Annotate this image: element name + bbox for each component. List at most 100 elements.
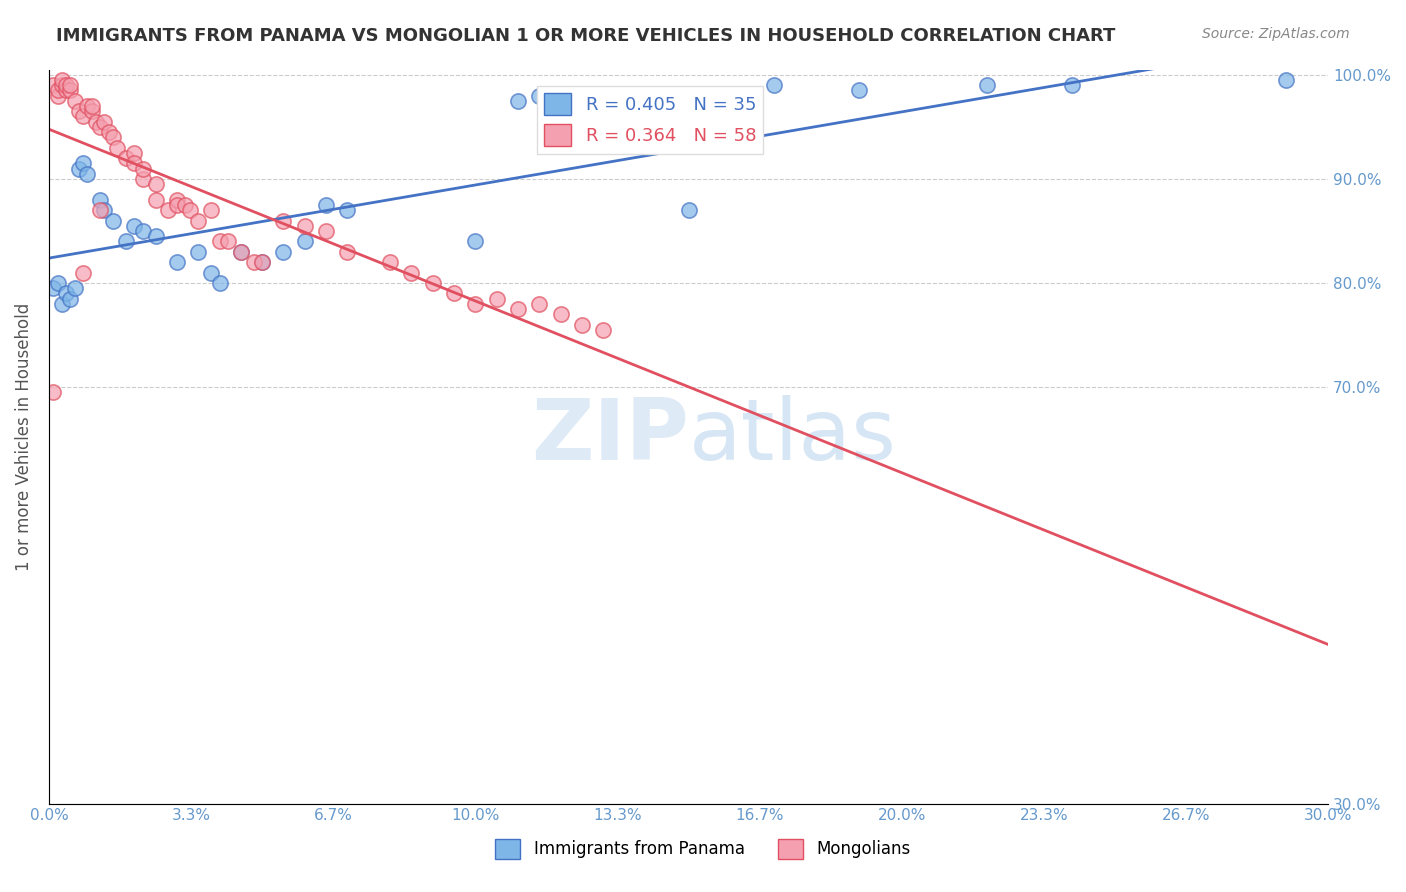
Point: [422, 276, 444, 290]
Point: [46, 276, 69, 290]
Point: [485, 292, 508, 306]
Point: [67, 161, 90, 176]
Point: [59, 292, 82, 306]
Text: atlas: atlas: [689, 395, 897, 478]
Point: [132, 224, 155, 238]
Point: [678, 203, 700, 218]
Point: [250, 255, 273, 269]
Point: [132, 172, 155, 186]
Point: [101, 213, 124, 227]
Point: [464, 297, 486, 311]
Y-axis label: 1 or more Vehicles in Household: 1 or more Vehicles in Household: [15, 302, 32, 571]
Point: [67, 104, 90, 119]
Point: [976, 78, 998, 93]
Point: [217, 235, 239, 249]
Point: [84, 114, 107, 128]
Point: [294, 219, 316, 233]
Point: [848, 83, 870, 97]
Point: [89, 203, 111, 218]
Point: [378, 255, 401, 269]
Point: [273, 213, 295, 227]
Point: [187, 213, 209, 227]
Point: [529, 88, 551, 103]
Point: [55, 78, 77, 93]
Point: [315, 224, 337, 238]
Point: [93, 114, 115, 128]
Point: [51, 297, 73, 311]
Point: [42, 385, 65, 400]
Point: [336, 244, 359, 259]
Point: [179, 203, 201, 218]
Point: [132, 161, 155, 176]
Point: [229, 244, 252, 259]
Point: [114, 151, 136, 165]
Point: [59, 83, 82, 97]
Point: [401, 266, 423, 280]
Point: [174, 198, 197, 212]
Point: [63, 94, 86, 108]
Point: [51, 73, 73, 87]
Point: [166, 255, 188, 269]
Point: [157, 203, 180, 218]
Point: [114, 235, 136, 249]
Point: [89, 120, 111, 134]
Point: [145, 229, 167, 244]
Point: [97, 125, 120, 139]
Point: [76, 99, 98, 113]
Point: [145, 193, 167, 207]
Point: [122, 156, 145, 170]
Text: IMMIGRANTS FROM PANAMA VS MONGOLIAN 1 OR MORE VEHICLES IN HOUSEHOLD CORRELATION : IMMIGRANTS FROM PANAMA VS MONGOLIAN 1 OR…: [56, 27, 1115, 45]
Point: [93, 203, 115, 218]
Point: [76, 167, 98, 181]
Point: [145, 177, 167, 191]
Text: ZIP: ZIP: [531, 395, 689, 478]
Point: [200, 203, 222, 218]
Point: [762, 78, 785, 93]
Point: [592, 323, 614, 337]
Text: Source: ZipAtlas.com: Source: ZipAtlas.com: [1202, 27, 1350, 41]
Point: [250, 255, 273, 269]
Point: [208, 235, 231, 249]
Point: [464, 235, 486, 249]
Point: [89, 193, 111, 207]
Point: [529, 297, 551, 311]
Point: [187, 244, 209, 259]
Point: [46, 83, 69, 97]
Point: [506, 302, 529, 317]
Point: [166, 198, 188, 212]
Point: [42, 78, 65, 93]
Point: [1274, 73, 1296, 87]
Point: [101, 130, 124, 145]
Point: [1062, 78, 1084, 93]
Point: [72, 266, 94, 280]
Point: [443, 286, 465, 301]
Point: [80, 104, 103, 119]
Point: [51, 78, 73, 93]
Point: [63, 281, 86, 295]
Point: [208, 276, 231, 290]
Point: [80, 99, 103, 113]
Point: [55, 83, 77, 97]
Point: [315, 198, 337, 212]
Point: [571, 318, 593, 332]
Point: [72, 110, 94, 124]
Point: [506, 94, 529, 108]
Point: [72, 156, 94, 170]
Point: [59, 78, 82, 93]
Point: [294, 235, 316, 249]
Point: [42, 281, 65, 295]
Point: [242, 255, 264, 269]
Point: [55, 286, 77, 301]
Point: [122, 145, 145, 160]
Point: [122, 219, 145, 233]
Point: [229, 244, 252, 259]
Point: [46, 88, 69, 103]
Point: [105, 141, 128, 155]
Point: [273, 244, 295, 259]
Point: [166, 193, 188, 207]
Legend: R = 0.405   N = 35, R = 0.364   N = 58: R = 0.405 N = 35, R = 0.364 N = 58: [537, 86, 763, 153]
Legend: Immigrants from Panama, Mongolians: Immigrants from Panama, Mongolians: [489, 832, 917, 866]
Point: [550, 307, 572, 321]
Point: [336, 203, 359, 218]
Point: [200, 266, 222, 280]
